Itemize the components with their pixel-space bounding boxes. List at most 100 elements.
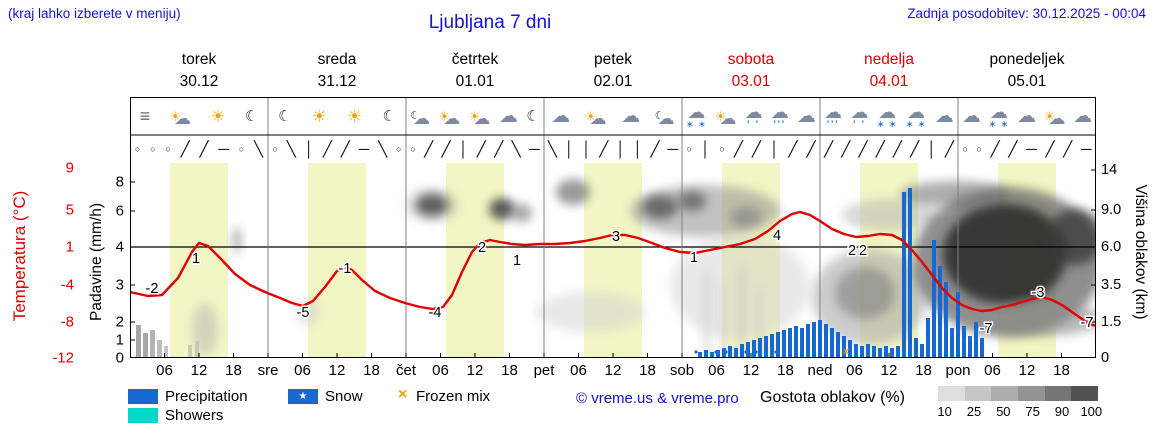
height-tick-label: 9.0 bbox=[1101, 202, 1122, 218]
wind-barb-icon: ╱ bbox=[1063, 141, 1073, 158]
x-tick-label: 12 bbox=[1018, 362, 1036, 379]
day-name: nedelja bbox=[864, 51, 914, 68]
cloud-icon: ☁ bbox=[796, 105, 816, 127]
precip-bar bbox=[938, 266, 942, 358]
precip-bar bbox=[824, 324, 828, 358]
precip-bar bbox=[854, 344, 858, 358]
precip-bar bbox=[770, 334, 774, 358]
x-day-label: pon bbox=[945, 362, 971, 379]
frozen-mix-legend-icon: × bbox=[398, 386, 408, 403]
cloud-bar bbox=[195, 341, 199, 358]
cloud-blob bbox=[738, 267, 745, 358]
rain-icon: ☁’’’ bbox=[770, 102, 789, 129]
precip-tick-label: 8 bbox=[115, 173, 124, 191]
page-title: Ljubljana 7 dni bbox=[428, 12, 552, 33]
precip-bar bbox=[968, 336, 972, 358]
cloud-blob bbox=[703, 272, 711, 358]
wind-barb-icon: ○ bbox=[976, 144, 982, 154]
day-header: petek 02.01 bbox=[544, 49, 682, 95]
precipitation-legend-label: Precipitation bbox=[165, 388, 248, 405]
precip-bar bbox=[782, 330, 786, 358]
temp-tick-label: 9 bbox=[65, 159, 74, 177]
wind-barb-icon: ╱ bbox=[1008, 141, 1018, 158]
cloud-icon: ☁ bbox=[934, 105, 954, 127]
day-date: 04.01 bbox=[869, 73, 909, 90]
precipitation-swatch bbox=[128, 389, 158, 404]
cloud-blob bbox=[756, 287, 762, 358]
suncloud-icon: ☀ ☁ bbox=[468, 108, 491, 128]
temp-tick-label: -4 bbox=[60, 276, 74, 294]
credit-link[interactable]: © vreme.us & vreme.pro bbox=[576, 390, 739, 407]
cloud-blob bbox=[730, 207, 762, 227]
temp-value-label: 4 bbox=[773, 228, 781, 244]
precip-tick-label: 4 bbox=[115, 238, 124, 256]
wind-barb-icon: ╱ bbox=[322, 141, 332, 158]
precip-bar bbox=[758, 338, 762, 358]
day-date: 02.01 bbox=[593, 73, 633, 90]
precip-bar bbox=[764, 336, 768, 358]
day-wind-cell: ○ ○ ○ ╱ ╱ ─ ○ ╲ bbox=[130, 136, 268, 162]
cloud-icon: ☁ bbox=[1016, 105, 1036, 127]
day-header: sobota 03.01 bbox=[682, 49, 820, 95]
wind-barb-icon: ╱ bbox=[650, 141, 660, 158]
wind-barb-icon: ╱ bbox=[824, 141, 834, 158]
gradient-step bbox=[991, 386, 1019, 401]
precip-bar bbox=[704, 350, 708, 358]
wind-barb-icon: ╱ bbox=[733, 141, 743, 158]
wind-barb-icon: ╱ bbox=[892, 141, 902, 158]
day-name: petek bbox=[594, 51, 632, 68]
x-tick-label: 06 bbox=[708, 362, 725, 379]
gradient-step bbox=[1071, 386, 1099, 401]
precip-bar bbox=[962, 326, 966, 358]
precip-bar bbox=[896, 346, 900, 358]
precip-bar bbox=[872, 346, 876, 358]
day-header: sreda 31.12 bbox=[268, 49, 406, 95]
temp-value-label: 2 bbox=[859, 243, 867, 259]
mooncloud-icon: ☾ ☁ bbox=[654, 108, 675, 128]
snowcloud-icon: ☁ ∗ ∗ bbox=[876, 102, 898, 129]
temp-value-label: -4 bbox=[429, 305, 442, 321]
wind-barb-icon: ╱ bbox=[806, 141, 816, 158]
day-date: 03.01 bbox=[731, 73, 771, 90]
scale-value: 25 bbox=[966, 404, 982, 419]
cloud-blob bbox=[192, 303, 218, 355]
cloud-density-scale: 10 25 50 75 90 100 bbox=[930, 404, 1106, 419]
temperature-line bbox=[130, 210, 1096, 328]
cloud-icon: ☁ bbox=[1073, 105, 1093, 127]
sun-icon: ☀ bbox=[311, 106, 327, 126]
wind-barb-icon: ─ bbox=[1080, 140, 1092, 158]
x-tick-label: 12 bbox=[742, 362, 760, 379]
day-header: četrtek 01.01 bbox=[406, 49, 544, 95]
day-headers: torek 30.12 sreda 31.12 četrtek 01.01 petek 02.… bbox=[130, 49, 1096, 95]
wind-barb-icon: ╱ bbox=[180, 141, 190, 158]
temp-tick-label: 1 bbox=[65, 238, 74, 256]
day-date: 31.12 bbox=[317, 73, 357, 90]
day-name: četrtek bbox=[451, 51, 499, 68]
time-axis: 06 12 18 sre 06 12 18 čet 06 12 18 pet 06 12 18 sob 06 12… bbox=[130, 362, 1096, 382]
wind-barb-icon: │ bbox=[927, 140, 937, 158]
day-name: ponedeljek bbox=[989, 51, 1065, 68]
wind-barb-icon: ─ bbox=[358, 140, 370, 158]
suncloud-icon: ☀ ☁ bbox=[584, 108, 607, 128]
height-tick-label: 6.0 bbox=[1101, 239, 1122, 255]
cloud-icon: ☁ bbox=[551, 105, 571, 127]
wind-barb-icon: ╱ bbox=[424, 141, 434, 158]
x-tick-label: 18 bbox=[363, 362, 380, 379]
day-date: 30.12 bbox=[179, 73, 219, 90]
x-tick-label: 18 bbox=[1053, 362, 1070, 379]
precip-bar bbox=[746, 342, 750, 358]
cloud-icon: ☁ bbox=[621, 105, 641, 127]
temp-value-label: 1 bbox=[690, 250, 698, 266]
day-name: torek bbox=[181, 51, 217, 68]
wind-barb-icon: ─ bbox=[667, 140, 679, 158]
precip-bar bbox=[800, 328, 804, 358]
cloud-blob bbox=[835, 267, 895, 319]
suncloud-icon: ☀ ☁ bbox=[1043, 108, 1066, 128]
precip-bar bbox=[734, 348, 738, 358]
height-tick-label: 14 bbox=[1101, 162, 1118, 178]
wind-barb-icon: ─ bbox=[1026, 140, 1037, 158]
precip-bar bbox=[932, 240, 936, 358]
cloud-height-tick-labels: 14 9.0 6.0 3.5 1.5 0 bbox=[1101, 0, 1147, 443]
temp-value-label: 2 bbox=[478, 240, 486, 256]
